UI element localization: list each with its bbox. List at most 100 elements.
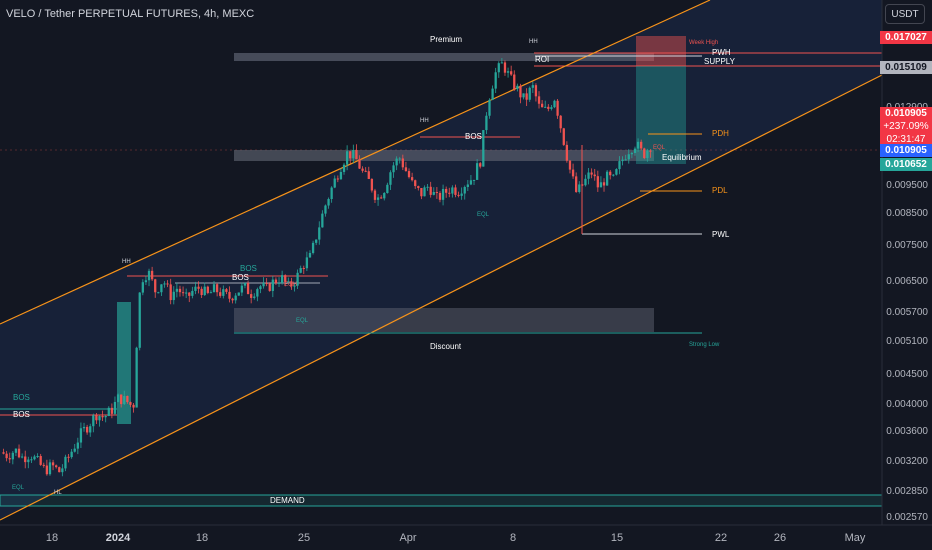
candle-body: [330, 187, 333, 200]
price-tick: 0.005700: [886, 307, 928, 318]
candle-body: [215, 284, 219, 293]
candle-body: [150, 270, 154, 280]
candle-body: [166, 283, 169, 285]
candle-body: [355, 149, 358, 160]
candle-body: [636, 141, 640, 149]
demand-zone: [0, 494, 883, 507]
candle-body: [565, 144, 569, 161]
candle-body: [596, 176, 599, 188]
candle-body: [618, 161, 621, 170]
candle-body: [345, 151, 349, 165]
candle-body: [259, 286, 262, 290]
candle-body: [475, 163, 479, 180]
candle-body: [407, 171, 411, 178]
candle-body: [253, 296, 256, 298]
candle-body: [426, 186, 429, 188]
candle-body: [237, 292, 240, 296]
price-tick: 0.002850: [886, 486, 928, 497]
candle-body: [587, 172, 590, 179]
candle-body: [305, 257, 309, 269]
candle-body: [141, 282, 144, 293]
chart-title: VELO / Tether PERPETUAL FUTURES, 4h, MEX…: [6, 8, 255, 20]
candle-body: [630, 152, 634, 155]
candle-body: [519, 85, 522, 98]
candle-body: [463, 186, 466, 194]
premium-zone: [234, 53, 654, 61]
candle-body: [457, 194, 460, 196]
candle-body: [17, 448, 21, 458]
candle-body: [401, 158, 404, 168]
candle-body: [342, 164, 346, 172]
candle-body: [311, 242, 315, 253]
candle-body: [410, 177, 414, 181]
roi-label: ROI: [535, 55, 550, 64]
candle-body: [479, 163, 482, 167]
candle-body: [92, 415, 95, 427]
candle-body: [482, 130, 485, 167]
candle-body: [107, 407, 110, 417]
candle-body: [126, 395, 129, 403]
candle-body: [627, 154, 630, 160]
candle-body: [55, 465, 58, 468]
candle-body: [321, 213, 324, 228]
candle-body: [234, 295, 237, 301]
candle-body: [129, 402, 132, 405]
candle-body: [633, 148, 637, 153]
bos-label: BOS: [232, 273, 249, 282]
candle-body: [169, 284, 172, 301]
candle-body: [602, 182, 606, 186]
candle-body: [85, 426, 89, 433]
candle-body: [624, 159, 627, 161]
candle-body: [5, 453, 8, 459]
candle-body: [386, 184, 389, 194]
candle-body: [584, 178, 587, 186]
candle-body: [98, 416, 101, 421]
candle-body: [429, 186, 432, 195]
hh-label: HH: [122, 259, 131, 265]
candle-body: [575, 176, 578, 192]
candle-body: [256, 289, 259, 297]
candle-body: [615, 169, 618, 175]
week-high-price-tag: 0.017027: [880, 31, 932, 44]
candle-body: [36, 456, 39, 458]
candle-body: [315, 239, 318, 243]
candle-body: [395, 158, 398, 166]
price-tick: 0.009500: [886, 180, 928, 191]
candle-body: [132, 404, 135, 408]
candle-body: [389, 172, 392, 185]
candle-body: [163, 283, 166, 285]
candle-body: [531, 85, 534, 88]
price-tick: 0.006500: [886, 276, 928, 287]
candle-body: [537, 96, 541, 104]
candle-body: [197, 286, 200, 289]
candle-body: [540, 103, 544, 108]
currency-selector-button[interactable]: USDT: [885, 4, 925, 24]
candle-body: [268, 283, 271, 291]
price-tick: 0.002570: [886, 512, 928, 523]
candle-body: [250, 294, 253, 298]
price-tick: 0.004500: [886, 369, 928, 380]
candle-body: [58, 467, 61, 473]
candle-body: [534, 85, 538, 97]
candle-body: [191, 290, 194, 296]
position-stop-zone: [636, 36, 686, 66]
candle-body: [2, 452, 5, 454]
candle-body: [522, 93, 525, 98]
time-tick: 26: [773, 532, 787, 544]
candle-body: [466, 184, 469, 187]
channel-lower-line: [0, 74, 883, 521]
bos-label: BOS: [13, 393, 30, 402]
hl-label: HL: [54, 490, 62, 496]
candle-body: [20, 456, 24, 458]
candle-body: [42, 464, 45, 466]
last-price-tag: 0.010905: [880, 107, 932, 120]
candle-body: [82, 426, 86, 429]
candle-body: [435, 192, 439, 194]
candle-body: [274, 279, 278, 284]
candle-body: [144, 280, 148, 283]
candle-body: [398, 158, 401, 160]
candle-body: [441, 188, 445, 200]
candle-body: [590, 172, 593, 175]
candle-body: [209, 292, 213, 294]
